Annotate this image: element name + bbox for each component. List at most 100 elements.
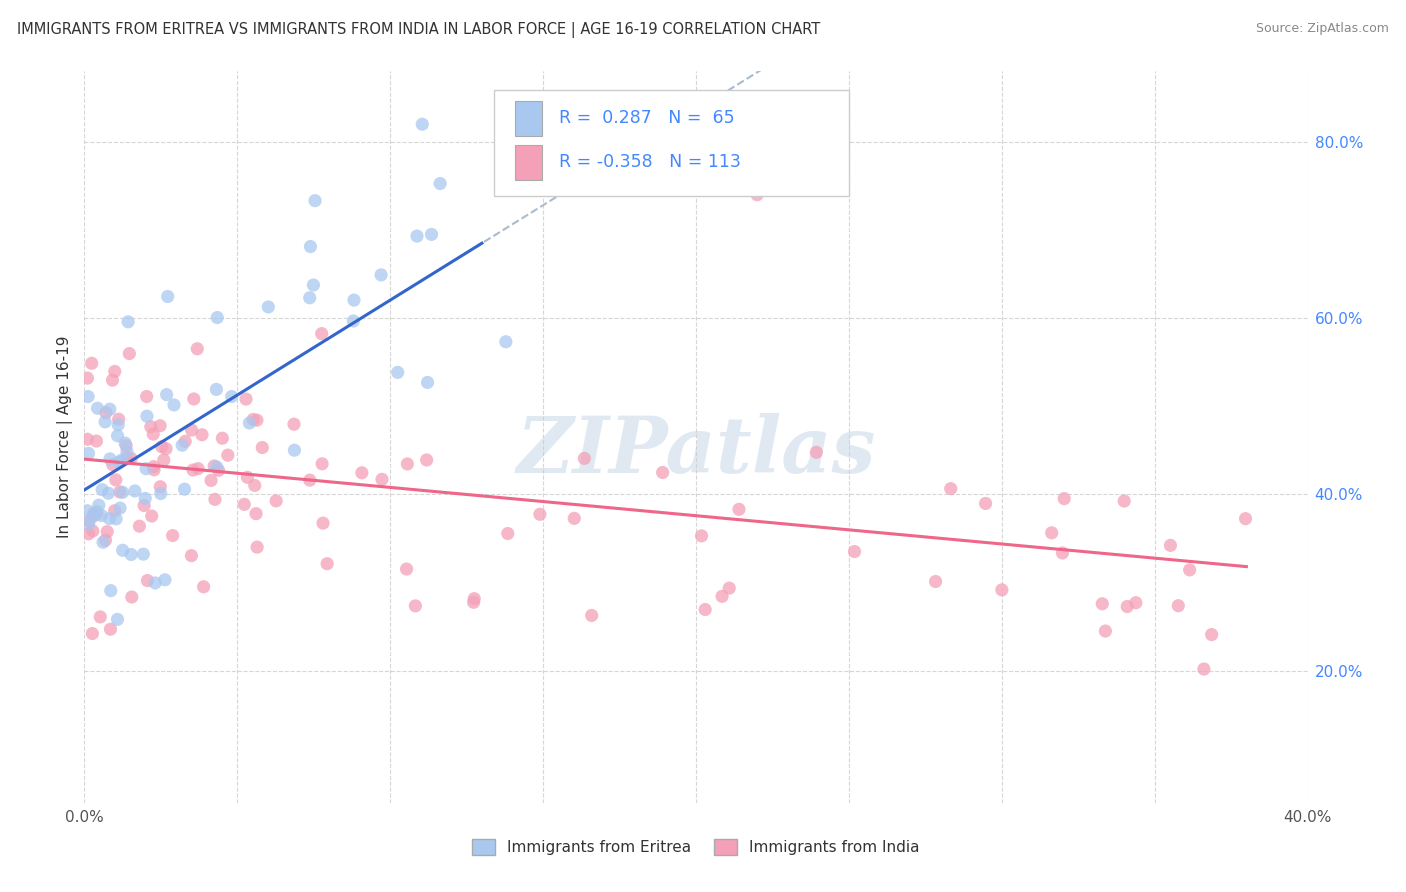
Point (180, 423, 202, 437)
Point (155, 442, 177, 456)
Point (181, 463, 204, 477)
Point (142, 427, 165, 442)
Point (939, 482, 962, 496)
Point (82, 509, 104, 524)
Point (104, 364, 127, 378)
Point (104, 473, 127, 487)
Point (118, 346, 141, 360)
Point (463, 595, 485, 609)
Point (193, 580, 215, 594)
Point (101, 458, 124, 472)
Point (350, 466, 373, 480)
Point (217, 448, 239, 462)
Point (121, 590, 143, 604)
Point (77, 526, 100, 541)
Point (77, 446, 100, 460)
Point (299, 239, 322, 253)
Point (86, 505, 108, 519)
Point (90, 508, 112, 523)
Point (264, 494, 287, 508)
Point (302, 278, 325, 293)
Point (76, 504, 98, 518)
Point (1094, 624, 1116, 638)
Point (100, 622, 122, 636)
Point (80, 356, 103, 370)
Point (342, 314, 364, 328)
Point (581, 608, 603, 623)
Point (101, 373, 124, 387)
Point (94, 415, 117, 429)
Point (108, 484, 131, 499)
Point (1192, 662, 1215, 676)
Point (205, 460, 228, 475)
Point (974, 496, 997, 510)
Point (200, 474, 222, 488)
Point (141, 509, 163, 524)
Point (94, 406, 117, 420)
Point (107, 412, 129, 426)
Point (115, 450, 138, 465)
Point (387, 365, 409, 379)
Point (96, 524, 118, 539)
Point (298, 473, 321, 487)
Text: R = -0.358   N = 113: R = -0.358 N = 113 (560, 153, 741, 171)
Point (924, 574, 946, 589)
Point (1159, 538, 1181, 552)
Point (180, 549, 202, 563)
Text: IMMIGRANTS FROM ERITREA VS IMMIGRANTS FROM INDIA IN LABOR FORCE | AGE 16-19 CORR: IMMIGRANTS FROM ERITREA VS IMMIGRANTS FR… (17, 22, 820, 38)
Point (252, 441, 274, 455)
Point (149, 418, 172, 433)
Point (207, 310, 229, 325)
Point (204, 492, 226, 507)
Point (104, 504, 127, 518)
Point (187, 461, 209, 475)
Point (132, 547, 155, 561)
Point (311, 457, 333, 471)
Point (143, 576, 166, 591)
Point (83, 507, 105, 521)
Point (150, 440, 173, 454)
Point (134, 491, 156, 506)
Point (1125, 596, 1147, 610)
Point (97, 486, 120, 500)
Point (395, 562, 418, 576)
Point (1040, 525, 1063, 540)
Point (117, 315, 139, 329)
Point (76, 371, 98, 385)
Point (463, 591, 485, 606)
Point (246, 540, 269, 554)
Point (94, 533, 117, 548)
Point (115, 444, 138, 458)
Point (98, 402, 121, 417)
Point (202, 458, 225, 473)
Point (136, 574, 159, 588)
Point (242, 412, 264, 426)
Point (233, 497, 256, 511)
Point (77, 390, 100, 404)
Point (124, 483, 146, 498)
Point (747, 187, 769, 202)
Point (136, 409, 159, 424)
Point (91, 483, 114, 497)
Point (82, 524, 104, 538)
Point (246, 413, 269, 427)
Point (283, 443, 305, 458)
Point (562, 511, 585, 525)
Point (156, 289, 179, 303)
Point (107, 612, 129, 626)
Point (304, 194, 326, 208)
Point (115, 439, 138, 453)
Point (107, 417, 129, 432)
Point (1178, 563, 1201, 577)
Point (420, 227, 443, 242)
Point (245, 507, 267, 521)
Point (695, 602, 717, 616)
Point (1234, 511, 1257, 525)
Legend: Immigrants from Eritrea, Immigrants from India: Immigrants from Eritrea, Immigrants from… (465, 833, 927, 861)
Point (162, 528, 184, 542)
Point (89, 610, 111, 624)
Point (114, 436, 136, 450)
Point (143, 463, 166, 477)
Point (86, 401, 108, 416)
Text: R =  0.287   N =  65: R = 0.287 N = 65 (560, 109, 734, 128)
